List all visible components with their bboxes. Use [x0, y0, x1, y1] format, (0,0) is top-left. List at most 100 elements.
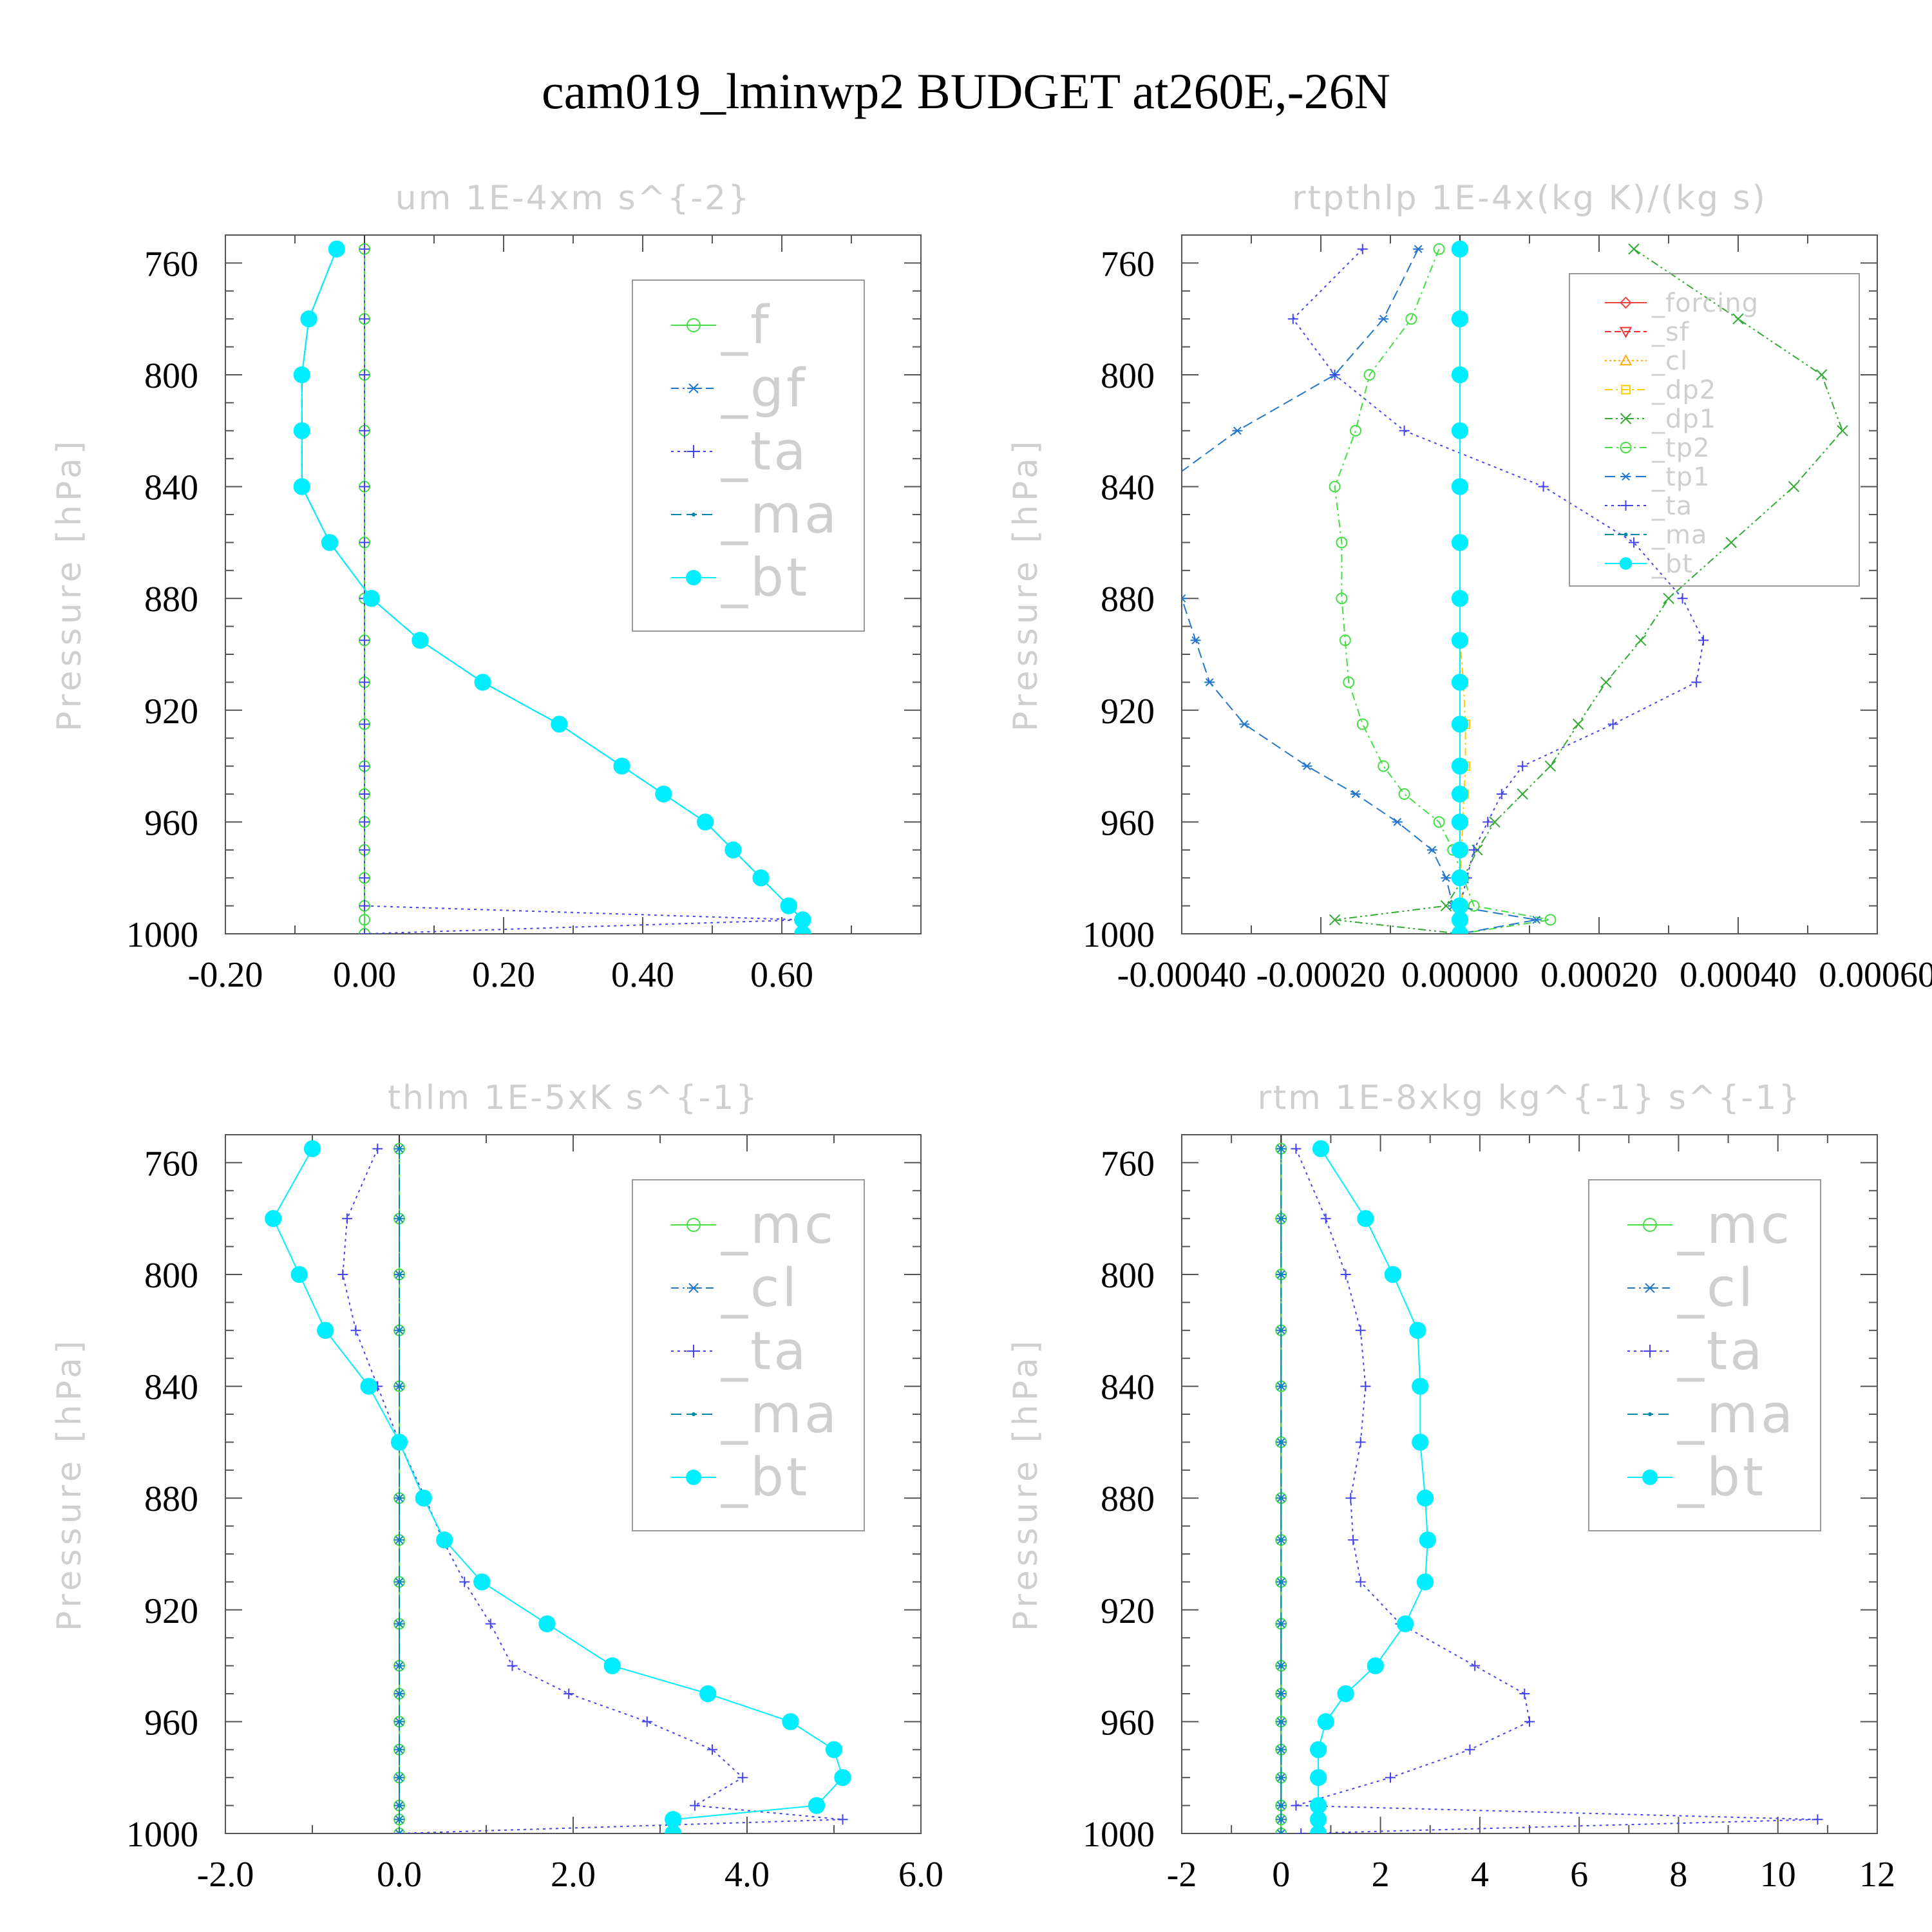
data-point-tp1 — [1302, 762, 1312, 770]
data-point-tp2 — [1363, 369, 1376, 381]
data-point-bt — [697, 813, 714, 831]
legend-label: _ta — [721, 1321, 808, 1382]
data-point-ta — [564, 1689, 574, 1699]
data-point-ta — [1629, 537, 1639, 548]
data-point-dp1 — [1329, 914, 1341, 926]
legend: _forcing_sf_cl_dp2_dp1_tp2_tp1_ta_ma_bt — [1569, 273, 1860, 587]
data-point-bt — [1451, 925, 1469, 934]
data-point-tp1 — [1426, 846, 1437, 855]
data-point-ta — [1698, 635, 1709, 646]
data-point-bt — [1451, 869, 1469, 887]
data-point-ma — [397, 1832, 401, 1833]
data-point-f — [359, 914, 370, 926]
data-point-tp1 — [1378, 314, 1389, 323]
data-point-ma — [1279, 1692, 1283, 1696]
data-point-bt — [1367, 1657, 1385, 1674]
data-point-bt — [1451, 478, 1469, 495]
data-point-bt — [1451, 715, 1469, 733]
data-point-bt — [300, 310, 317, 328]
data-point-bt — [699, 1685, 717, 1703]
legend-box — [1569, 273, 1860, 587]
data-point-ta — [1517, 761, 1528, 772]
legend-label: _ta — [1677, 1321, 1765, 1382]
legend-label: _dp2 — [1651, 375, 1716, 405]
y-tick-label: 880 — [1101, 1479, 1155, 1519]
data-point-ta — [1496, 789, 1507, 799]
data-point-ma — [1279, 1747, 1283, 1752]
legend-marker — [1619, 327, 1633, 339]
legend-label: _bt — [721, 1447, 810, 1508]
series-group — [265, 1140, 851, 1833]
data-point-tp2 — [1378, 760, 1390, 772]
legend-marker — [1624, 533, 1628, 536]
data-point-tp1 — [1392, 818, 1403, 826]
data-point-bt — [1416, 1573, 1434, 1591]
data-point-ta — [1355, 1325, 1366, 1336]
y-tick-label: 1000 — [1083, 915, 1155, 955]
data-point-ma — [397, 1384, 401, 1388]
data-point-ta — [1355, 1437, 1366, 1448]
data-point-ma — [397, 1663, 401, 1668]
data-point-tp1 — [1531, 915, 1542, 924]
data-point-ta — [359, 844, 370, 855]
data-point-tp1 — [1156, 483, 1166, 490]
data-point-tp1 — [1239, 720, 1250, 728]
panel-title: um 1E-4xm s^{-2} — [395, 179, 752, 218]
data-point-bt — [293, 366, 310, 384]
legend-label: _cl — [1677, 1258, 1756, 1319]
panel-1: 760 800 840 880 920 960 1000-0.20 0.00 0.20 0.40 0… — [50, 179, 922, 995]
legend-box — [1588, 1179, 1821, 1531]
data-point-bt — [1357, 1210, 1374, 1227]
data-point-tp2 — [1339, 634, 1351, 647]
data-point-ta — [350, 1325, 361, 1336]
legend-marker — [687, 1283, 700, 1293]
data-point-tp2 — [1398, 788, 1410, 800]
y-axis-label: Pressure [hPa] — [1007, 437, 1045, 732]
data-point-bt — [390, 1434, 408, 1451]
data-point-ta — [359, 314, 370, 325]
data-point-bt — [321, 534, 339, 551]
data-point-bt — [1451, 422, 1469, 439]
data-point-tp2 — [1343, 676, 1355, 688]
data-point-dp1 — [1732, 313, 1744, 325]
data-point-ta — [1470, 1660, 1481, 1671]
data-point-bt — [1451, 813, 1469, 831]
data-point-tp2 — [1350, 424, 1361, 437]
panel-2: 760 800 840 880 920 960 1000-0.00040 -0.00020 0.… — [1007, 179, 1932, 995]
x-tick-label: 8 — [1669, 1855, 1687, 1895]
data-point-ma — [397, 1538, 401, 1542]
data-point-bt — [1312, 1140, 1330, 1157]
legend-label: _tp2 — [1651, 433, 1710, 463]
legend-label: _ma — [1677, 1384, 1795, 1445]
data-point-ta — [359, 929, 370, 934]
legend-label: _sf — [1651, 317, 1689, 347]
legend-marker — [1642, 1470, 1658, 1485]
x-tick-label: 4 — [1471, 1855, 1489, 1895]
data-point-ma — [1279, 1622, 1283, 1626]
data-point-ma — [1279, 1384, 1283, 1388]
series-group — [1156, 240, 1848, 934]
data-point-ma — [397, 1580, 401, 1584]
data-point-ma — [1279, 1832, 1283, 1833]
data-point-dp1 — [1517, 788, 1528, 800]
data-point-bt — [328, 240, 345, 258]
data-point-ma — [1279, 1663, 1283, 1668]
data-point-ma — [1279, 1217, 1283, 1221]
data-point-bt — [613, 757, 630, 775]
x-tick-label: 0.00000 — [1401, 955, 1519, 995]
legend-label: _ma — [721, 484, 839, 545]
data-point-tp2 — [1336, 592, 1348, 605]
data-point-dp1 — [1663, 592, 1674, 604]
x-tick-label: 0.40 — [611, 955, 674, 995]
data-point-ma — [1279, 1146, 1283, 1151]
legend-marker — [687, 1345, 700, 1358]
data-point-cl — [1276, 1829, 1287, 1833]
data-point-bt — [1412, 1378, 1429, 1395]
data-point-ma — [1279, 1776, 1283, 1780]
legend-label: _cl — [1651, 346, 1688, 376]
y-tick-label: 880 — [1101, 580, 1155, 620]
data-point-bt — [780, 897, 797, 914]
legend-marker — [1620, 413, 1632, 424]
data-point-dp1 — [1815, 369, 1828, 381]
